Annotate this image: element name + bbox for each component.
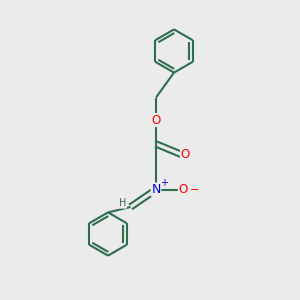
Text: H: H (119, 198, 127, 208)
Text: O: O (152, 113, 160, 127)
Text: +: + (160, 178, 168, 188)
Text: O: O (181, 148, 190, 161)
Text: N: N (151, 183, 161, 196)
Text: O: O (178, 183, 188, 196)
Text: −: − (190, 184, 199, 195)
